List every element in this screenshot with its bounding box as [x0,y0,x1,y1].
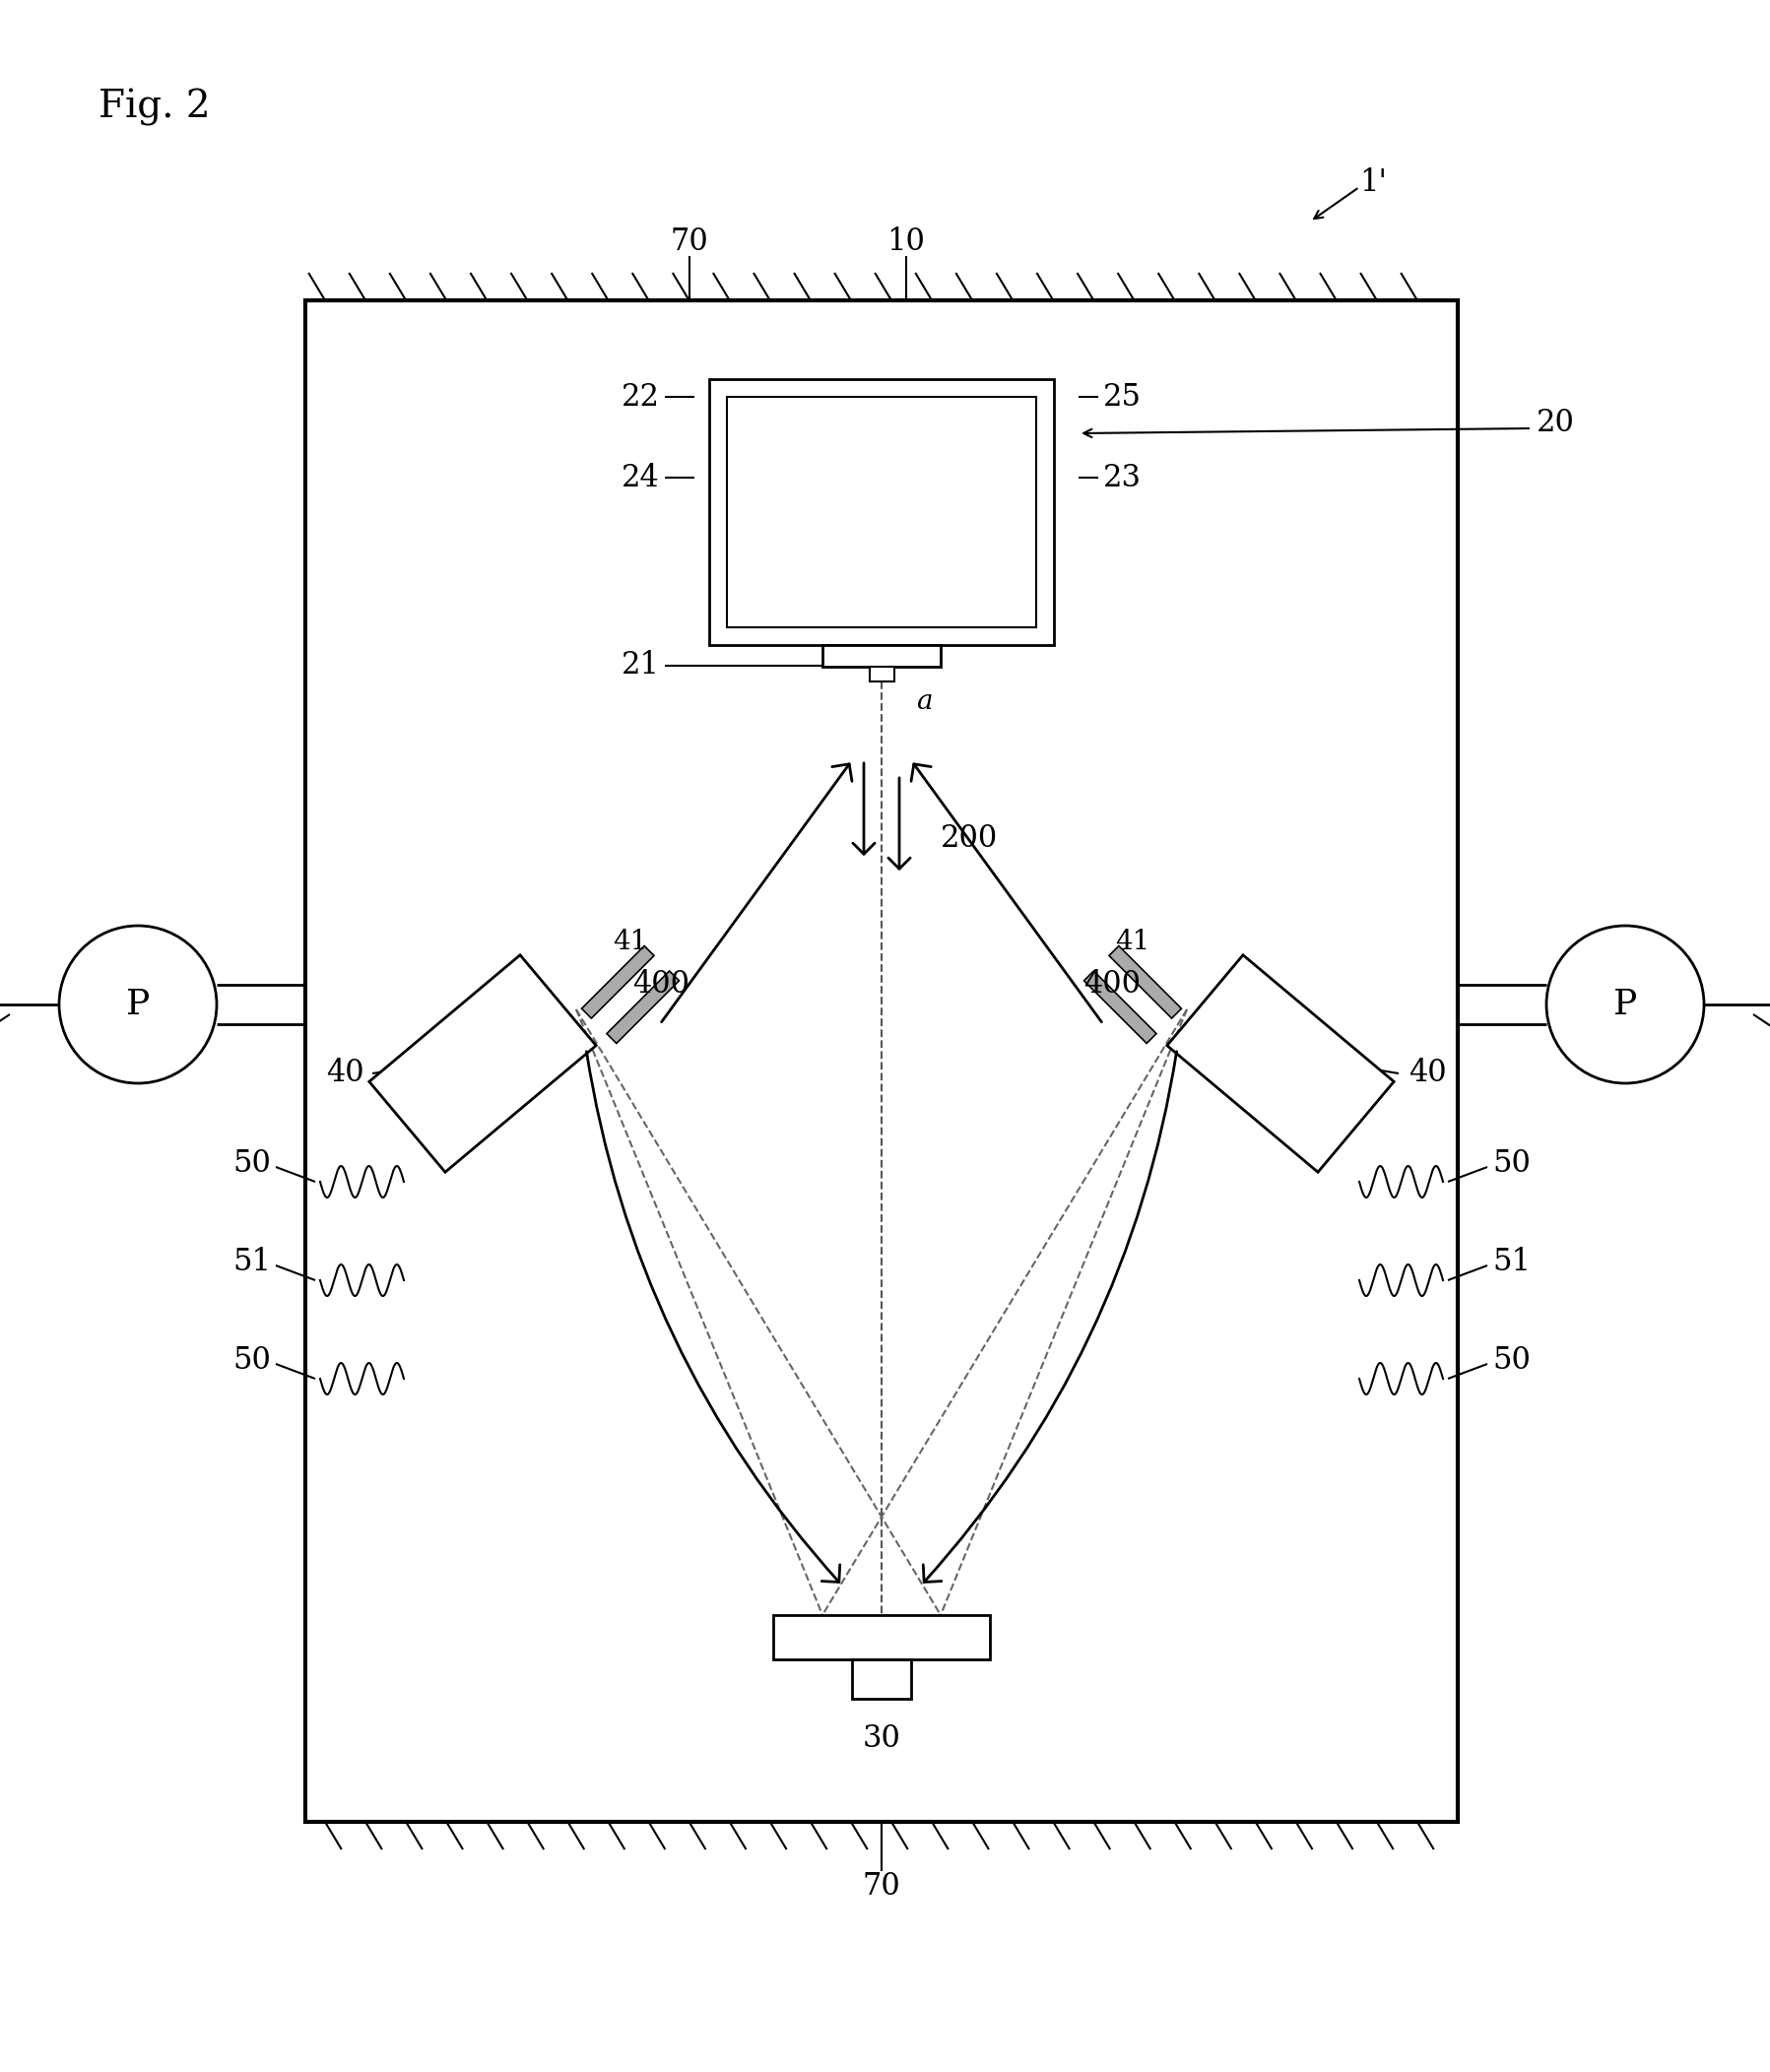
Text: 51: 51 [232,1247,271,1278]
Text: 70: 70 [671,226,708,257]
Text: 70: 70 [862,1871,901,1902]
Text: P: P [1612,988,1637,1021]
Text: Fig. 2: Fig. 2 [99,89,211,126]
Text: 200: 200 [940,825,998,854]
Text: 30: 30 [862,1724,901,1753]
Bar [306,300,1458,1821]
Polygon shape [1166,955,1395,1173]
Text: 40: 40 [1409,1059,1446,1088]
Text: 50: 50 [232,1148,271,1179]
Polygon shape [370,955,596,1173]
Bar [773,1614,989,1660]
Text: 23: 23 [1103,462,1142,493]
Text: 20: 20 [1536,408,1575,439]
Bar [851,1660,912,1699]
Circle shape [1547,926,1705,1084]
Text: 1': 1' [1359,168,1386,197]
Text: 50: 50 [1492,1345,1531,1376]
Bar [727,398,1035,628]
Text: P: P [126,988,150,1021]
Text: 10: 10 [887,226,926,257]
Text: 40: 40 [326,1059,365,1088]
Polygon shape [1110,947,1181,1017]
Bar [823,644,940,667]
Polygon shape [1083,972,1156,1044]
Text: a: a [917,688,933,715]
Text: 400: 400 [632,970,690,1001]
Text: 400: 400 [1083,970,1140,1001]
Polygon shape [607,972,680,1044]
Text: 24: 24 [621,462,660,493]
Bar [869,667,894,682]
Text: 25: 25 [1103,381,1142,412]
Circle shape [58,926,216,1084]
Polygon shape [582,947,655,1017]
Bar [710,379,1053,644]
Text: 41: 41 [612,928,648,955]
Text: 50: 50 [232,1345,271,1376]
Text: 50: 50 [1492,1148,1531,1179]
Text: 21: 21 [621,651,660,682]
Text: 51: 51 [1492,1247,1531,1278]
Text: 22: 22 [621,381,660,412]
Text: 41: 41 [1115,928,1150,955]
